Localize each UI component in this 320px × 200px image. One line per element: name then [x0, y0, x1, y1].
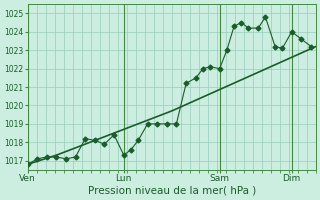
X-axis label: Pression niveau de la mer( hPa ): Pression niveau de la mer( hPa ) [88, 186, 256, 196]
